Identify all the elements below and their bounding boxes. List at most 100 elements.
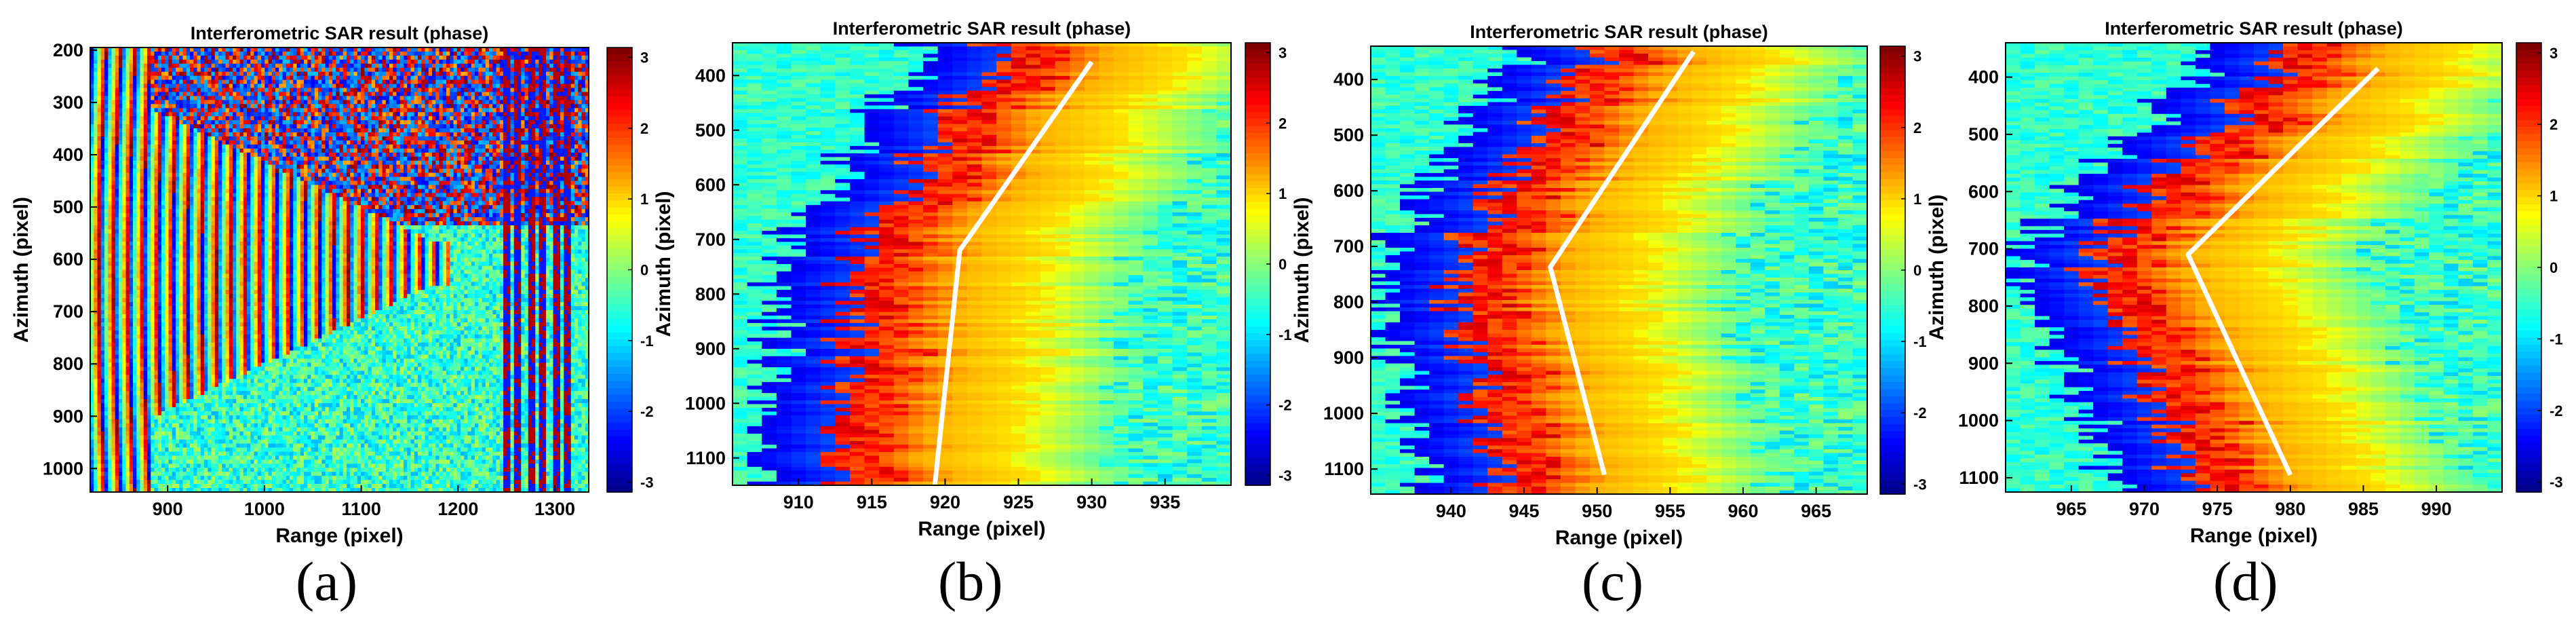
x-tick-label: 965: [1801, 501, 1831, 521]
x-tick-label: 975: [2202, 499, 2233, 519]
chart-panel-1: Interferometric SAR result (phase) 910 915…: [652, 18, 1292, 540]
colorbar: 3 2 1 0 -1 -2 -3: [1245, 42, 1292, 486]
x-tick-label: 935: [1150, 492, 1180, 512]
y-tick-label: 1000: [1958, 411, 1999, 431]
y-tick-label: 200: [53, 40, 83, 60]
colorbar-tick-label: 1: [640, 191, 648, 208]
y-tick-label: 1000: [43, 458, 83, 478]
panel-label-b: (b): [938, 550, 1003, 614]
colorbar-tick-label: -1: [2550, 331, 2563, 347]
y-tick-label: 700: [1968, 239, 1999, 259]
y-tick-label: 800: [695, 284, 726, 304]
overlay-line: [1548, 50, 1696, 476]
colorbar-tick-label: -2: [1279, 397, 1292, 414]
y-tick-label: 500: [1333, 125, 1364, 145]
overlay-line: [932, 60, 1094, 486]
y-tick-label: 800: [53, 354, 83, 374]
y-tick-label: 900: [695, 339, 726, 359]
y-tick-label: 700: [53, 301, 83, 322]
axes-frame: [732, 42, 1232, 486]
y-tick-label: 600: [53, 249, 83, 269]
y-axis-label: Azimuth (pixel): [1926, 195, 1948, 341]
colorbar-tick-label: 1: [2550, 188, 2558, 205]
y-axis-label: Azimuth (pixel): [652, 191, 675, 337]
colorbar-tick-label: -3: [2550, 474, 2563, 491]
panel-label-d: (d): [2213, 550, 2278, 614]
x-tick-label: 1000: [244, 499, 285, 519]
chart-panel-2: Interferometric SAR result (phase) 940 945…: [1291, 22, 1927, 549]
x-tick-label: 940: [1436, 501, 1466, 521]
x-tick-label: 960: [1728, 501, 1758, 521]
y-tick-label: 500: [53, 197, 83, 217]
y-tick-label: 900: [1968, 353, 1999, 373]
colorbar-tick-label: -3: [640, 474, 654, 491]
heatmap-cells: [733, 43, 1231, 485]
x-tick-label: 955: [1655, 501, 1685, 521]
x-tick-label: 985: [2348, 499, 2379, 519]
y-tick-label: 300: [53, 92, 83, 113]
overlay-line: [2185, 67, 2380, 476]
colorbar: 3 2 1 0 -1 -2 -3: [606, 47, 654, 493]
y-tick-label: 600: [1333, 181, 1364, 201]
x-tick-label: 930: [1076, 492, 1107, 512]
axes-frame: [90, 47, 589, 493]
heatmap-cells: [1371, 46, 1867, 494]
x-axis-label: Range (pixel): [275, 525, 403, 547]
colorbar-tick-label: 0: [2550, 259, 2558, 276]
chart-title: Interferometric SAR result (phase): [191, 23, 489, 43]
x-tick-label: 1300: [534, 499, 575, 519]
x-tick-label: 920: [930, 492, 960, 512]
colorbar-tick-label: 3: [640, 50, 648, 67]
y-tick-label: 700: [695, 229, 726, 250]
y-tick-label: 1100: [1959, 468, 1999, 488]
colorbar-tick-label: 3: [2550, 45, 2558, 62]
colorbar-tick-label: -1: [1279, 326, 1292, 343]
colorbar-tick-label: -1: [1913, 333, 1927, 350]
colorbar-tick-label: 2: [640, 120, 648, 137]
y-tick-label: 600: [1968, 181, 1999, 202]
y-tick-label: 800: [1333, 292, 1364, 312]
panel-label-c: (c): [1582, 550, 1643, 614]
colorbar-tick-label: -1: [640, 333, 654, 350]
chart-panel-0: Interferometric SAR result (phase) 900 100…: [10, 23, 654, 547]
y-tick-label: 700: [1333, 236, 1364, 257]
x-tick-label: 1100: [341, 499, 381, 519]
y-tick-label: 400: [1333, 69, 1364, 90]
chart-title: Interferometric SAR result (phase): [2105, 18, 2403, 39]
heatmap-cells: [90, 48, 589, 492]
colorbar-tick-label: -3: [1279, 467, 1292, 484]
y-axis-label: Azimuth (pixel): [1291, 197, 1313, 343]
colorbar-tick-label: -2: [2550, 402, 2563, 419]
x-tick-label: 945: [1509, 501, 1540, 521]
colorbar-tick-label: 2: [1279, 115, 1287, 132]
y-tick-label: 600: [695, 174, 726, 195]
x-axis-label: Range (pixel): [918, 518, 1045, 540]
y-tick-label: 500: [1968, 124, 1999, 145]
x-tick-label: 990: [2421, 499, 2452, 519]
colorbar-tick-label: 0: [640, 262, 648, 279]
x-tick-label: 1200: [437, 499, 478, 519]
colorbar: 3 2 1 0 -1 -2 -3: [1879, 45, 1927, 495]
chart-title: Interferometric SAR result (phase): [1470, 22, 1768, 42]
y-tick-label: 400: [1968, 67, 1999, 88]
y-tick-label: 400: [695, 65, 726, 86]
chart-title: Interferometric SAR result (phase): [833, 18, 1131, 39]
x-tick-label: 900: [153, 499, 183, 519]
colorbar-tick-label: -3: [1913, 476, 1927, 493]
x-tick-label: 910: [783, 492, 814, 512]
y-tick-label: 400: [53, 145, 83, 165]
y-tick-label: 900: [53, 406, 83, 426]
axes-frame: [1370, 45, 1868, 495]
colorbar-tick-label: 1: [1279, 185, 1287, 202]
x-tick-label: 970: [2129, 499, 2160, 519]
x-tick-label: 915: [857, 492, 887, 512]
x-axis-label: Range (pixel): [2190, 525, 2318, 547]
y-tick-label: 800: [1968, 296, 1999, 316]
colorbar-tick-label: 0: [1913, 262, 1921, 279]
colorbar: 3 2 1 0 -1 -2 -3: [2516, 42, 2563, 493]
y-tick-label: 900: [1333, 347, 1364, 368]
y-tick-label: 1100: [686, 448, 726, 468]
colorbar-tick-label: 2: [1913, 119, 1921, 136]
x-tick-label: 980: [2275, 499, 2305, 519]
